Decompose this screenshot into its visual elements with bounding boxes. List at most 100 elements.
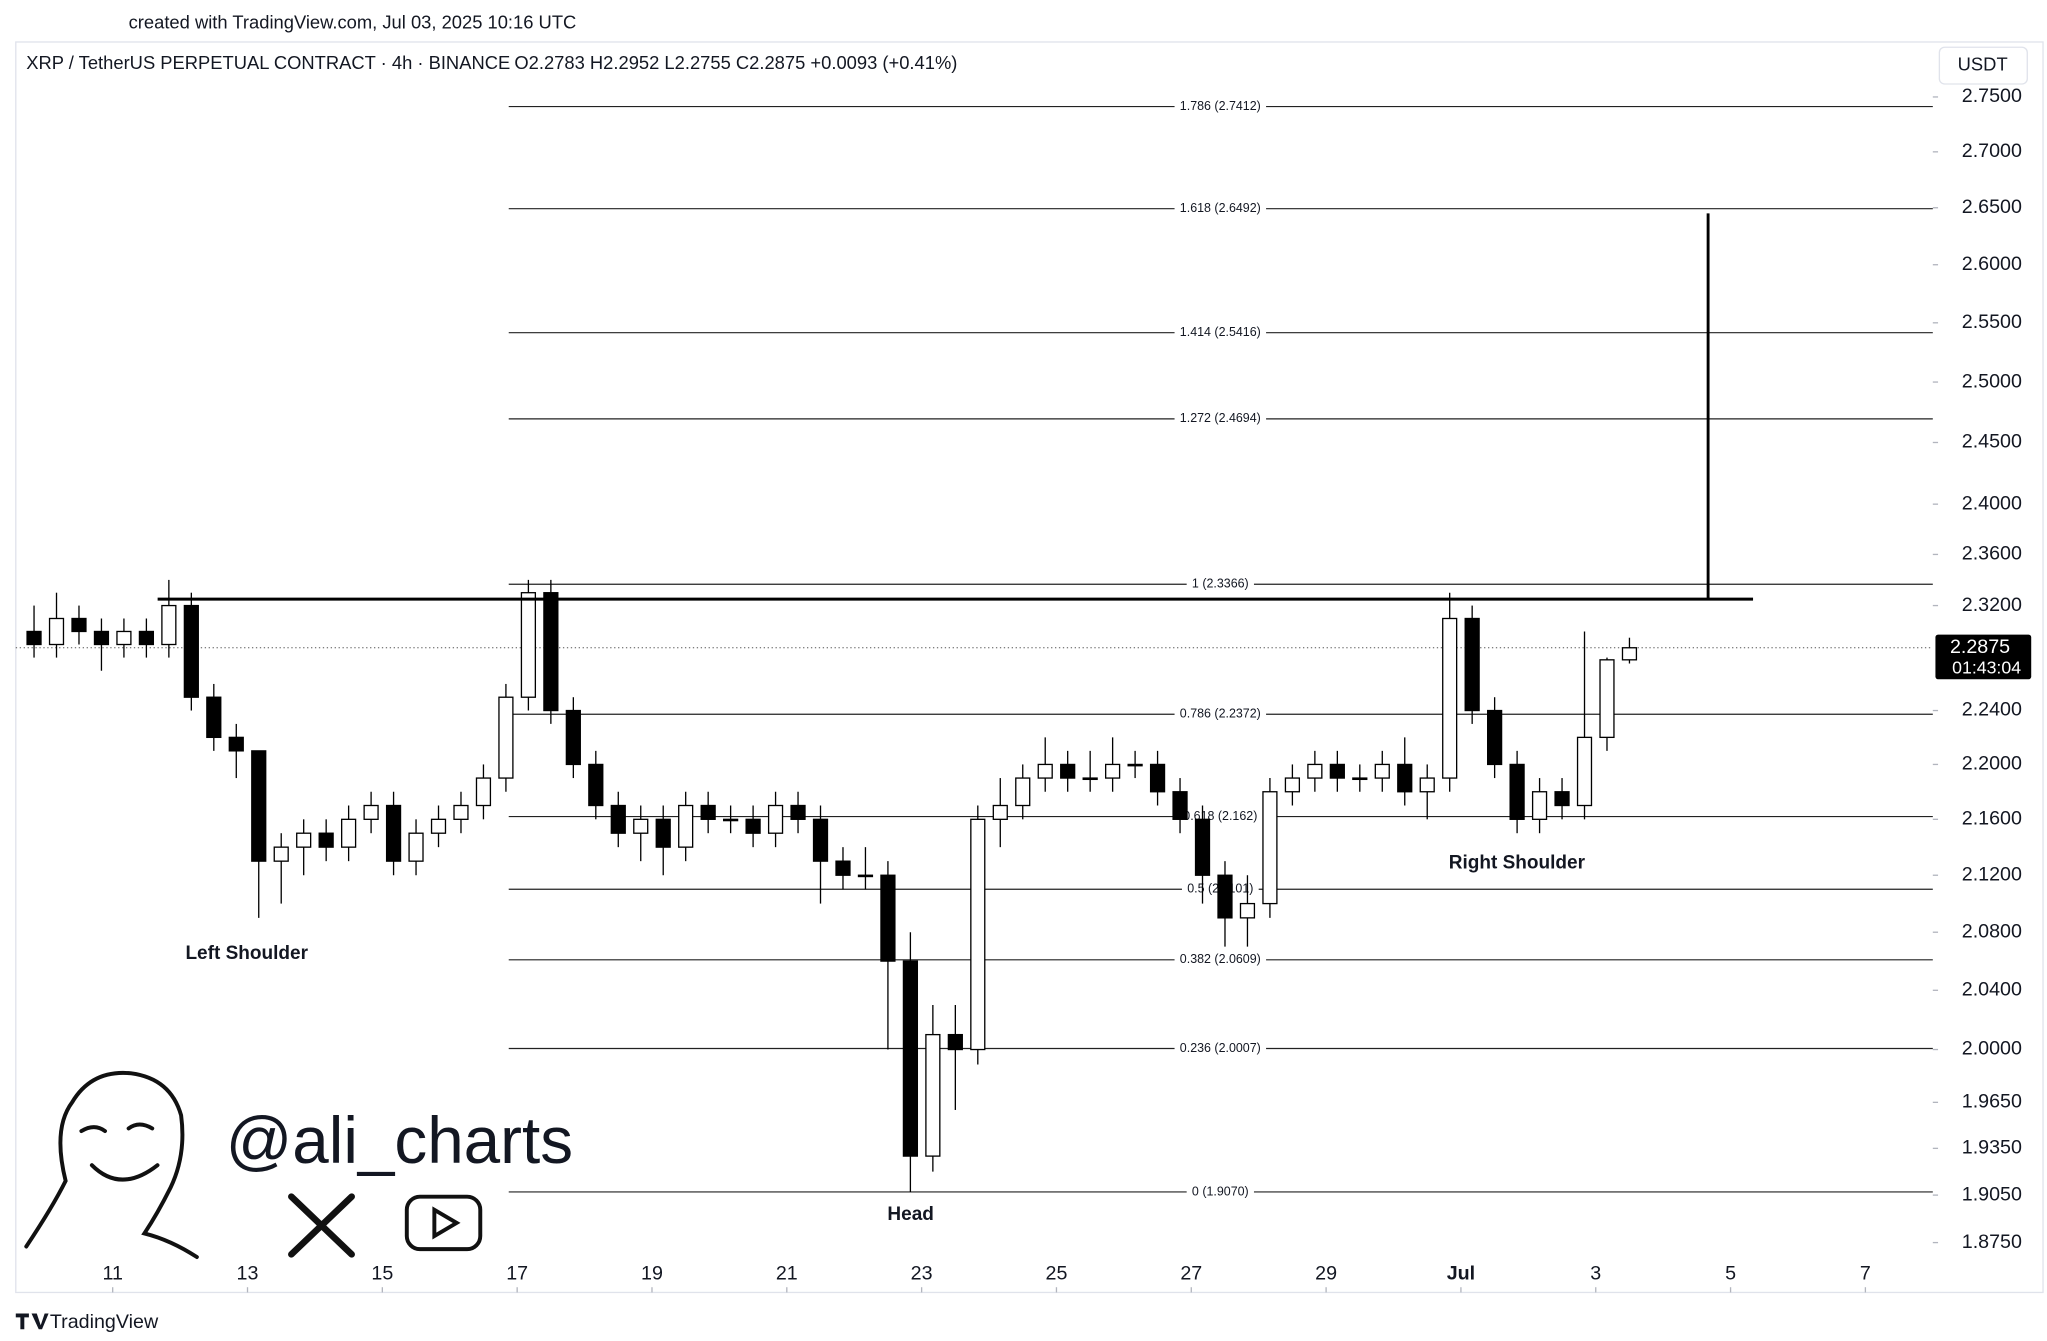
y-tick-label: 2.2400 — [1962, 699, 2022, 721]
y-tick-label: 2.0000 — [1962, 1038, 2022, 1060]
x-tick-label: Jul — [1447, 1262, 1475, 1284]
x-tick-label: 3 — [1590, 1262, 1601, 1284]
candle-body — [835, 860, 851, 876]
candle-body — [992, 804, 1008, 820]
avatar — [24, 1070, 199, 1259]
candle-body — [857, 874, 874, 878]
candle-body — [385, 804, 402, 862]
candle-body — [543, 592, 559, 712]
youtube-icon — [404, 1194, 483, 1252]
brand-logo — [15, 1313, 49, 1330]
candle-body — [970, 818, 986, 1051]
candle-body — [1509, 763, 1525, 820]
candle-body — [318, 832, 334, 848]
fib-label-bg — [1174, 200, 1267, 217]
pattern-label: Left Shoulder — [185, 943, 308, 964]
candle-body — [1554, 791, 1570, 807]
currency[interactable]: USDT — [1958, 53, 2008, 74]
symbol-title: XRP / TetherUS PERPETUAL CONTRACT · 4h ·… — [26, 52, 510, 73]
y-tick-label: 2.1200 — [1962, 863, 2022, 885]
candle-body — [363, 804, 379, 820]
y-tick-label: 2.6500 — [1962, 196, 2022, 218]
candle-body — [1284, 777, 1301, 793]
fib-label: 1 (2.3366) — [1192, 577, 1249, 591]
y-tick-label: 1.9650 — [1962, 1091, 2022, 1113]
candle-body — [902, 960, 919, 1157]
watermark — [24, 1070, 483, 1259]
x-tick-label: 19 — [641, 1262, 663, 1284]
candle-body — [1015, 777, 1031, 807]
fib-label: 0 (1.9070) — [1192, 1184, 1249, 1198]
candle-body — [296, 832, 312, 848]
candle-body — [633, 818, 649, 834]
candle-body — [1194, 818, 1211, 876]
candle-body — [700, 804, 716, 820]
y-tick-label: 2.5500 — [1962, 311, 2022, 333]
y-tick-label: 1.8750 — [1962, 1231, 2022, 1253]
candle-body — [251, 750, 267, 862]
candle-body — [1239, 902, 1256, 919]
candle-body — [1127, 763, 1143, 767]
credit: created with TradingView.com, Jul 03, 20… — [129, 11, 577, 32]
candle-body — [273, 846, 289, 862]
y-tick-label: 2.1600 — [1962, 808, 2022, 830]
candle-body — [790, 804, 806, 820]
candle-body — [408, 832, 424, 862]
candle-body — [1464, 617, 1480, 712]
y-tick-label: 2.3600 — [1962, 543, 2022, 565]
y-tick-label: 2.2000 — [1962, 753, 2022, 775]
candle-body — [1037, 763, 1053, 779]
candle-body — [1487, 709, 1503, 766]
candle-body — [93, 630, 110, 646]
candle-body — [206, 696, 222, 739]
candle-body — [678, 804, 694, 848]
candle-body — [588, 763, 604, 807]
candle-body — [947, 1033, 963, 1051]
x-tick-label: 27 — [1180, 1262, 1202, 1284]
currency-button[interactable] — [1938, 46, 2028, 85]
candle-body — [341, 818, 357, 848]
y-tick-label: 1.9350 — [1962, 1137, 2022, 1159]
candle-body — [1262, 791, 1278, 905]
candle-body — [767, 804, 784, 834]
countdown: 01:43:04 — [1952, 657, 2021, 677]
candle-body — [1576, 736, 1593, 807]
candle-body — [812, 818, 829, 862]
candle-body — [1307, 763, 1323, 779]
x-tick-label: 13 — [237, 1262, 259, 1284]
candle-body — [655, 818, 671, 848]
fib-label-bg — [1186, 1184, 1254, 1200]
candle-body — [745, 818, 761, 834]
price-label-box — [1935, 634, 2032, 680]
candle-body — [880, 874, 896, 962]
fib-label-bg — [1186, 576, 1254, 593]
fib-label: 1.786 (2.7412) — [1180, 99, 1261, 113]
x-icon — [288, 1193, 355, 1258]
youtube-play — [432, 1206, 461, 1240]
fib-label: 0.618 (2.162) — [1183, 809, 1257, 823]
candle-body — [116, 630, 132, 646]
x-tick-label: 11 — [102, 1262, 122, 1284]
avatar-face — [79, 1122, 160, 1182]
fib-label-bg — [1174, 951, 1267, 968]
candle-body — [1397, 763, 1413, 793]
fib-label: 0.786 (2.2372) — [1180, 707, 1261, 721]
x-tick-label: 25 — [1046, 1262, 1068, 1284]
fib-label-bg — [1174, 1040, 1267, 1057]
x-tick-label: 23 — [911, 1262, 933, 1284]
y-tick-label: 2.0800 — [1962, 920, 2022, 942]
y-tick-label: 1.9050 — [1962, 1183, 2022, 1205]
fib-label-bg — [1174, 324, 1267, 341]
y-tick-label: 2.3200 — [1962, 594, 2022, 616]
candle-body — [1105, 763, 1121, 779]
candle-body — [1082, 777, 1098, 781]
fib-label: 1.618 (2.6492) — [1180, 201, 1261, 215]
candle-body — [1329, 763, 1345, 779]
y-tick-label: 2.0400 — [1962, 978, 2022, 1000]
candle-body — [1149, 763, 1166, 793]
y-tick-label: 2.4500 — [1962, 431, 2022, 453]
x-tick-label: 7 — [1860, 1262, 1871, 1284]
pattern-label: Right Shoulder — [1449, 852, 1586, 873]
